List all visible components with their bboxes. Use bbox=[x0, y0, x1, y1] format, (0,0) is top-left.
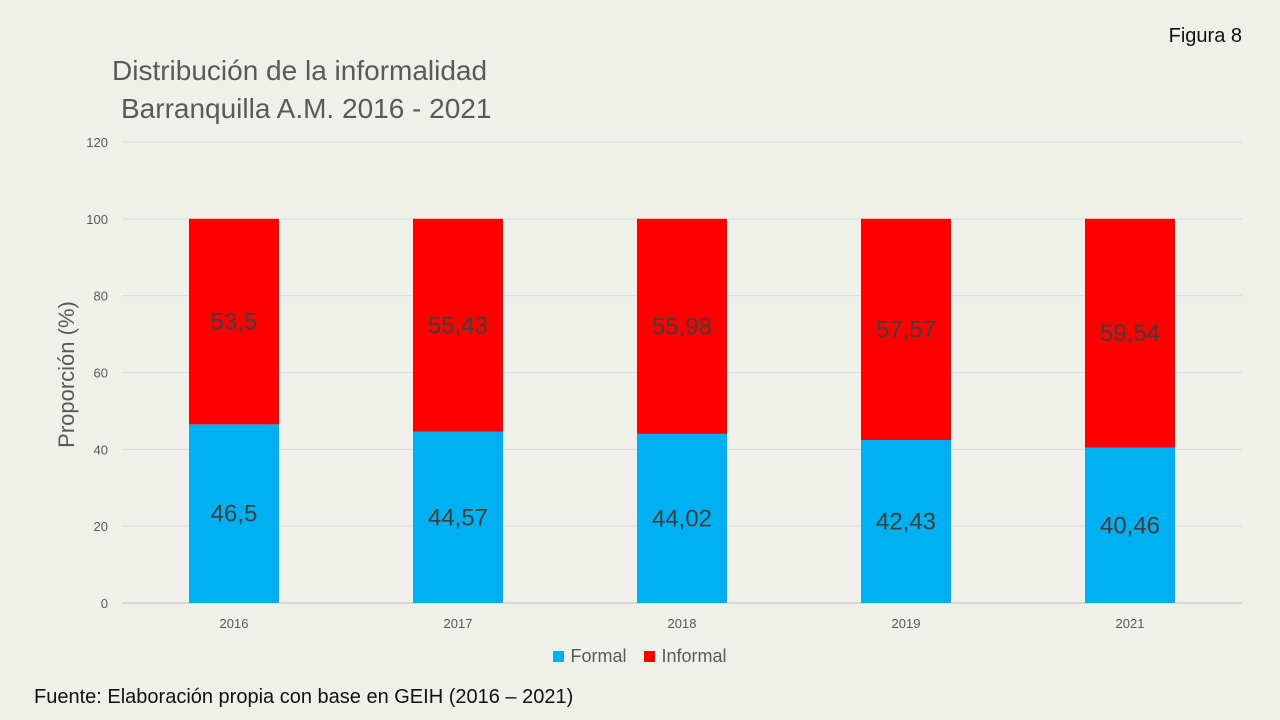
y-axis-title: Proporción (%) bbox=[54, 301, 79, 448]
bar-formal bbox=[1085, 447, 1175, 603]
y-tick-label: 80 bbox=[94, 289, 108, 304]
legend-swatch bbox=[553, 651, 565, 662]
bar-informal bbox=[1085, 218, 1175, 448]
x-tick-label: 2017 bbox=[444, 616, 473, 631]
bar-informal bbox=[861, 218, 951, 440]
chart-title-line2: Barranquilla A.M. 2016 - 2021 bbox=[121, 93, 492, 124]
legend-label: Informal bbox=[661, 646, 727, 666]
bar-formal bbox=[413, 431, 503, 603]
y-tick-label: 20 bbox=[94, 519, 108, 534]
legend-item-informal: Informal bbox=[644, 646, 727, 667]
bar-informal bbox=[413, 218, 503, 432]
y-tick-label: 60 bbox=[94, 366, 108, 381]
chart-title-line1: Distribución de la informalidad bbox=[112, 55, 488, 86]
bar-formal bbox=[189, 424, 279, 603]
legend-swatch bbox=[644, 651, 656, 662]
bar-formal bbox=[637, 433, 727, 603]
data-label: 46,5 bbox=[211, 501, 258, 528]
y-tick-label: 120 bbox=[86, 135, 108, 150]
x-tick-label: 2016 bbox=[220, 616, 249, 631]
bar-informal bbox=[189, 218, 279, 425]
data-label: 44,57 bbox=[428, 504, 488, 531]
y-tick-label: 40 bbox=[94, 442, 108, 457]
legend-label: Formal bbox=[570, 646, 627, 666]
figure-label: Figura 8 bbox=[1168, 25, 1242, 47]
x-tick-label: 2021 bbox=[1116, 616, 1145, 631]
y-tick-label: 0 bbox=[101, 596, 108, 611]
data-label: 55,98 bbox=[652, 313, 712, 340]
chart-legend: Formal Informal bbox=[0, 646, 1280, 667]
bar-informal bbox=[637, 218, 727, 434]
data-label: 53,5 bbox=[211, 309, 258, 336]
source-note: Fuente: Elaboración propia con base en G… bbox=[34, 686, 574, 708]
data-label: 57,57 bbox=[876, 316, 936, 343]
chart-title: Distribución de la informalidad Barranqu… bbox=[112, 52, 491, 128]
bar-formal bbox=[861, 439, 951, 603]
data-label: 40,46 bbox=[1100, 512, 1160, 539]
legend-item-formal: Formal bbox=[553, 646, 626, 667]
data-label: 42,43 bbox=[876, 508, 936, 535]
x-tick-label: 2019 bbox=[892, 616, 921, 631]
data-label: 44,02 bbox=[652, 505, 712, 532]
x-tick-label: 2018 bbox=[668, 616, 697, 631]
data-label: 55,43 bbox=[428, 312, 488, 339]
data-label: 59,54 bbox=[1100, 320, 1160, 347]
y-tick-label: 100 bbox=[86, 212, 108, 227]
